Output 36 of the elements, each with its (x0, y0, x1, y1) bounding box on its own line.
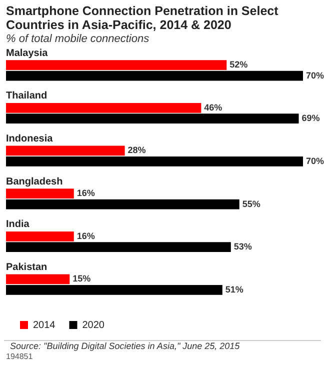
bar (6, 60, 227, 70)
chart-subtitle: % of total mobile connections (5, 32, 150, 45)
data-label: 51% (225, 284, 244, 294)
legend-label: 2020 (82, 320, 105, 331)
data-label: 16% (76, 188, 95, 198)
bar (6, 274, 70, 284)
text: 194851 (5, 351, 34, 362)
bar (6, 102, 202, 113)
y-tick-label: Thailand (6, 90, 48, 102)
y-tick-label: Indonesia (6, 133, 54, 144)
data-label: 69% (302, 113, 320, 124)
data-label: 53% (234, 242, 252, 252)
bar (6, 285, 222, 295)
bar (6, 242, 231, 252)
bar (6, 156, 303, 166)
data-label: 15% (72, 274, 91, 284)
y-tick-label: Malaysia (6, 48, 48, 59)
bar (6, 199, 240, 210)
legend-label: 2014 (33, 320, 56, 331)
data-label: 46% (204, 102, 222, 112)
y-tick-label: Bangladesh (6, 176, 63, 188)
data-label: 55% (242, 198, 260, 209)
data-label: 28% (128, 145, 146, 156)
data-label: 16% (76, 230, 95, 241)
bar (6, 188, 74, 198)
y-tick-label: Pakistan (6, 262, 48, 273)
bar (6, 70, 303, 81)
source-note: Source: "Building Digital Societies in Asia," June 25, 2015 (4, 340, 321, 351)
chart-title: Smartphone Connection Penetration in Select Countries in Asia-Pacific, 2014 & 2020 (5, 3, 280, 32)
bar (6, 231, 74, 242)
bar (6, 114, 299, 124)
data-label: 52% (230, 60, 248, 70)
y-tick-label: India (6, 219, 30, 230)
bar (6, 146, 125, 156)
data-label: 70% (306, 70, 324, 80)
data-label: 70% (306, 156, 324, 166)
